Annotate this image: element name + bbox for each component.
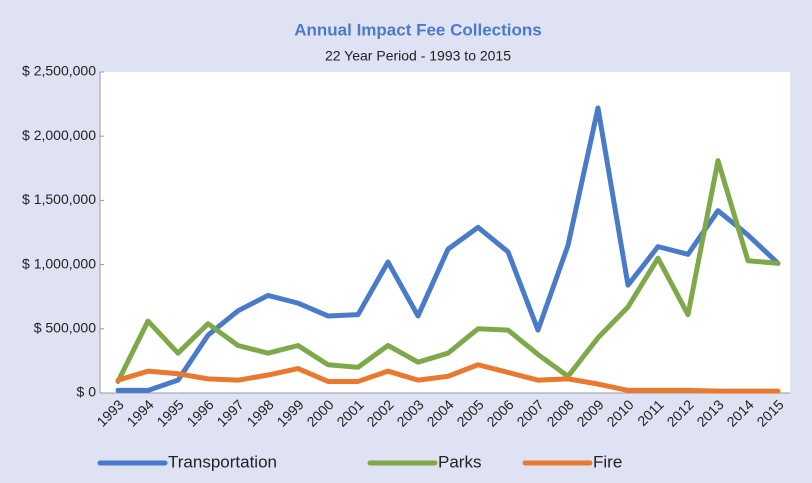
legend-label: Fire xyxy=(593,452,622,471)
y-tick-label: $ 2,000,000 xyxy=(22,127,96,143)
y-tick-label: $ 0 xyxy=(77,384,97,400)
y-tick-label: $ 1,500,000 xyxy=(22,191,96,207)
chart-subtitle: 22 Year Period - 1993 to 2015 xyxy=(325,48,511,64)
series-line xyxy=(115,362,781,394)
y-tick-label: $ 500,000 xyxy=(34,320,96,336)
plot-area xyxy=(100,72,790,393)
series-line xyxy=(115,158,781,384)
legend-label: Transportation xyxy=(168,452,277,471)
legend-label: Parks xyxy=(438,452,481,471)
y-tick-label: $ 2,500,000 xyxy=(22,63,96,79)
chart-title: Annual Impact Fee Collections xyxy=(294,20,542,39)
series-line xyxy=(115,105,781,393)
y-tick-label: $ 1,000,000 xyxy=(22,255,96,271)
